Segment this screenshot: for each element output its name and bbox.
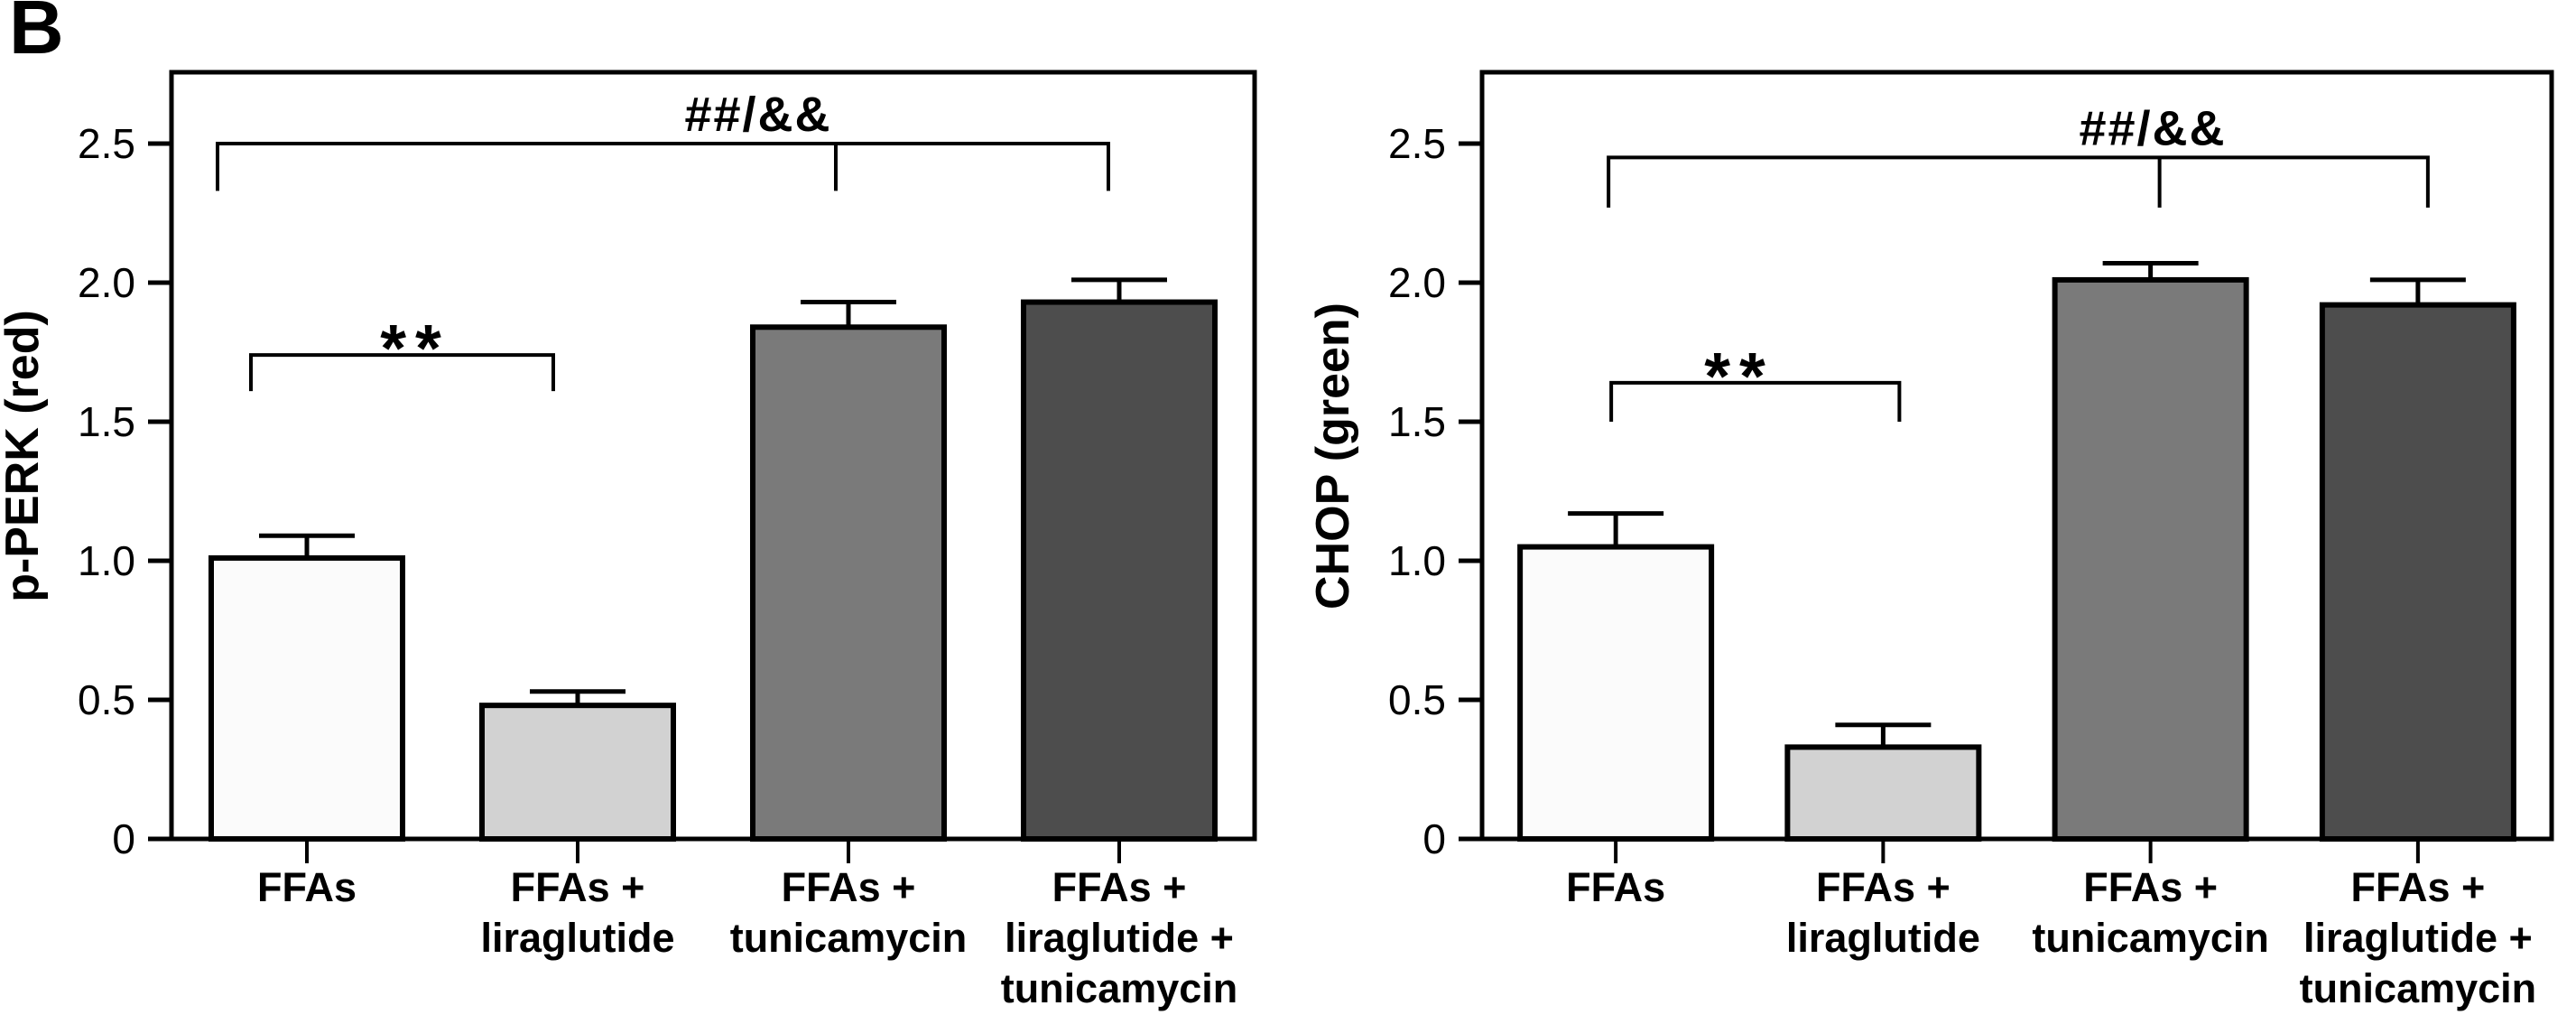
bar-ffas — [208, 554, 405, 842]
significance-group: ** — [1609, 339, 1902, 422]
error-bar-ffas — [1568, 511, 1664, 547]
x-axis-label-ffas-tunicamycin: FFAs + tunicamycin — [730, 864, 968, 961]
y-axis-tick-label: 2.5 — [78, 120, 135, 167]
significance-bracket — [1607, 155, 2430, 208]
y-axis-tick-label: 0 — [1422, 815, 1446, 862]
significance-label: ##/&& — [2079, 101, 2226, 155]
bar-chart-p-perk: 0 0.5 1.0 1.5 2.0 2.5 p-PERK (red) FFAs FFAs + li… — [0, 70, 1257, 1011]
y-axis-tick-label: 1.0 — [1388, 537, 1446, 584]
error-bar-ffas — [259, 533, 355, 558]
bar-ffas — [1517, 544, 1715, 842]
x-axis-label-ffas: FFAs — [257, 864, 357, 910]
error-bar-ffas-tunicamycin — [2102, 260, 2199, 280]
x-axis-label-ffas: FFAs — [1566, 864, 1665, 910]
error-bar-ffas-liraglutide-tunicamycin — [1071, 277, 1167, 303]
y-axis-tick-label: 2.0 — [78, 259, 135, 306]
plot-frame — [1479, 70, 2554, 842]
y-axis-title: p-PERK (red) — [0, 310, 49, 602]
significance-bracket — [249, 353, 555, 392]
bar-ffas-tunicamycin — [2052, 276, 2249, 843]
significance-bracket — [216, 142, 1110, 191]
error-bar-ffas-liraglutide — [530, 689, 625, 706]
bar-ffas-tunicamycin — [750, 324, 947, 842]
plot-frame — [169, 70, 1257, 842]
significance-group: ** — [249, 311, 555, 392]
significance-bracket — [1609, 380, 1902, 422]
y-axis-tick-label: 2.0 — [1388, 259, 1446, 306]
x-axis-label-ffas-liraglutide: FFAs + liraglutide — [480, 864, 674, 961]
bar-ffas-liraglutide-tunicamycin — [2319, 302, 2516, 842]
panel-label: B — [9, 0, 64, 70]
error-bar-ffas-tunicamycin — [801, 300, 896, 328]
significance-group: ##/&& — [1607, 101, 2430, 208]
x-axis-label-ffas-liraglutide-tunicamycin: FFAs + liraglutide + tunicamycin — [2300, 864, 2537, 1011]
y-axis-tick-label: 1.5 — [78, 398, 135, 445]
significance-label: ##/&& — [684, 88, 831, 142]
y-axis-tick-label: 0.5 — [1388, 676, 1446, 723]
y-axis-tick-label: 1.5 — [1388, 398, 1446, 445]
y-axis-title: CHOP (green) — [1307, 303, 1359, 610]
x-axis-label-ffas-tunicamycin: FFAs + tunicamycin — [2032, 864, 2269, 961]
y-axis-tick-label: 1.0 — [78, 537, 135, 584]
bar-ffas-liraglutide — [479, 703, 676, 842]
bar-chart-chop: 0 0.5 1.0 1.5 2.0 2.5 CHOP (green) FFAs FFAs + li… — [1307, 70, 2554, 1011]
error-bar-ffas-liraglutide — [1835, 722, 1932, 748]
x-axis-label-ffas-liraglutide: FFAs + liraglutide — [1786, 864, 1980, 961]
significance-label: ** — [380, 311, 450, 386]
significance-label: ** — [1704, 339, 1774, 414]
x-axis-label-ffas-liraglutide-tunicamycin: FFAs + liraglutide + tunicamycin — [1001, 864, 1238, 1011]
y-axis-tick-label: 0.5 — [78, 676, 135, 723]
error-bar-ffas-liraglutide-tunicamycin — [2369, 277, 2466, 305]
bar-ffas-liraglutide-tunicamycin — [1021, 299, 1218, 842]
y-axis-tick-label: 0 — [112, 815, 135, 862]
y-axis-tick-label: 2.5 — [1388, 120, 1446, 167]
significance-group: ##/&& — [216, 88, 1110, 191]
bar-ffas-liraglutide — [1784, 744, 1982, 842]
